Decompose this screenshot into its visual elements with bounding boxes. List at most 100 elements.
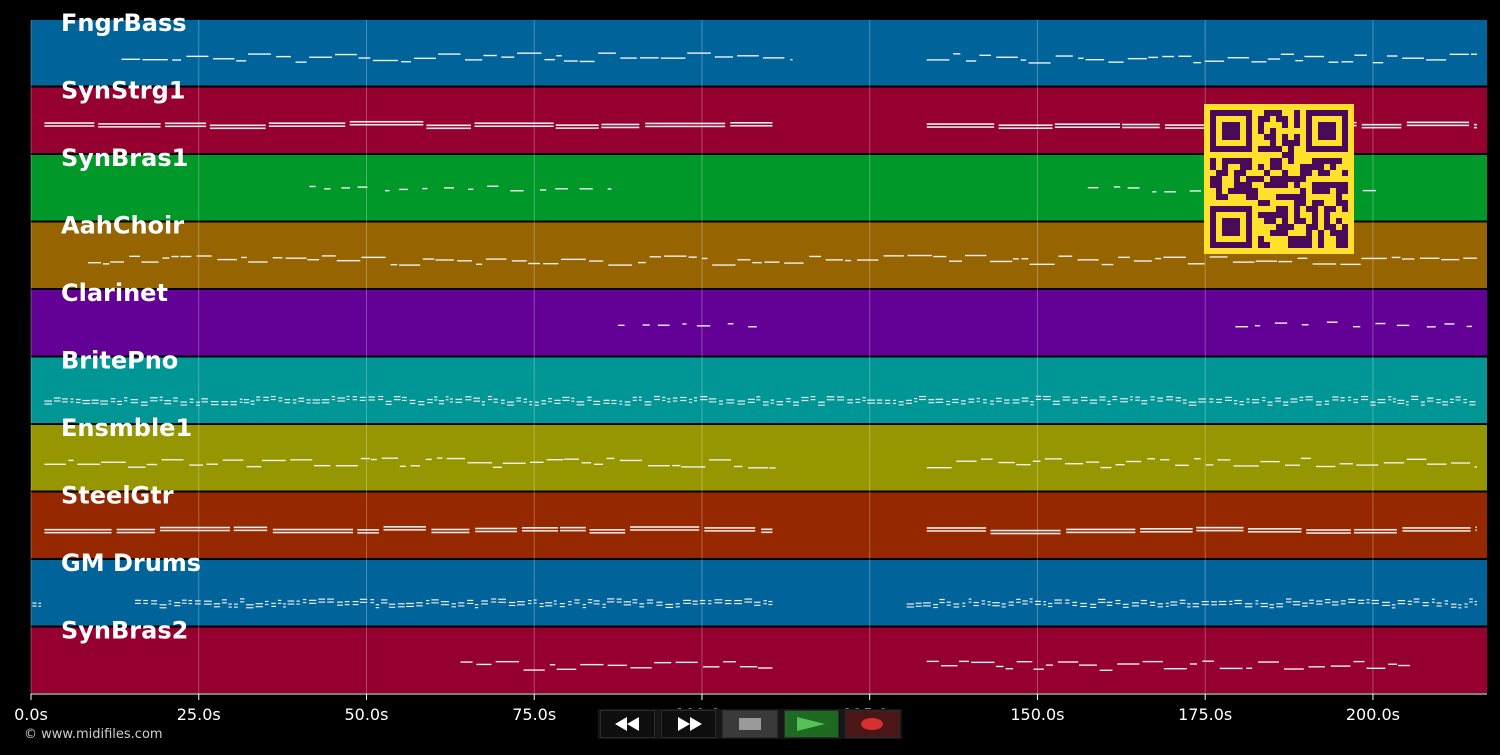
note [1247,531,1302,533]
note [500,399,505,401]
note [331,395,336,398]
note [1235,326,1249,328]
note [465,396,472,398]
note [768,603,773,606]
note [150,400,158,402]
note [1427,400,1434,402]
note [611,399,617,402]
note [1055,55,1073,57]
note [744,601,753,603]
note [1377,402,1386,404]
note [876,402,883,404]
note [221,602,227,604]
note [1431,601,1435,603]
note [1141,403,1148,405]
note [203,600,212,602]
note [313,464,331,467]
note [737,403,746,405]
note [1413,598,1420,600]
note [548,401,552,403]
note [1407,600,1412,602]
track-lane [31,560,1487,626]
note [915,605,922,607]
note [632,602,638,604]
note [141,261,159,263]
note [1398,664,1410,667]
note [693,400,698,402]
note [723,661,736,663]
note [608,264,633,266]
note [549,664,556,666]
note [44,122,95,124]
note [1406,124,1470,127]
note [693,397,698,399]
note [618,324,625,327]
note [662,396,666,399]
note [359,396,366,398]
note [377,398,384,401]
note [553,600,557,602]
note [718,403,723,405]
fast-forward-button[interactable] [661,710,717,738]
note [476,263,483,265]
note [1361,398,1369,401]
note [587,399,592,401]
note [1045,664,1054,666]
note [337,400,346,402]
note [730,124,773,127]
note [1218,600,1227,603]
note [561,258,586,261]
note [1054,123,1121,125]
note [271,605,276,607]
note [630,667,652,669]
note [467,599,474,602]
note [1347,396,1352,398]
note [1135,396,1140,398]
note [1029,263,1055,266]
note [455,398,463,400]
note [1475,529,1477,532]
note [1302,602,1308,604]
note [763,603,767,605]
note [1120,398,1128,400]
note [1353,398,1358,401]
note [263,396,269,398]
stop-icon [739,718,761,730]
note [1107,403,1111,405]
note [1354,531,1397,534]
note [256,396,261,398]
stop-button[interactable] [722,710,778,738]
note [546,459,564,461]
note [724,599,732,602]
play-button[interactable] [783,710,839,738]
note [375,607,380,609]
note [611,402,617,405]
note [1407,603,1412,605]
note [1189,663,1198,665]
note [481,401,485,403]
note [102,263,110,265]
note [619,400,623,402]
note [467,462,493,464]
note [981,603,986,605]
track-lane [31,290,1487,356]
note [593,603,600,605]
track-lane [31,357,1487,423]
note [1022,600,1028,602]
track-name: SteelGtr [61,482,174,510]
note [855,401,861,403]
note [1164,124,1243,126]
note [1353,660,1365,663]
record-button[interactable] [844,710,901,738]
rewind-button[interactable] [600,710,656,738]
note [1054,599,1062,601]
note [1209,401,1214,403]
note [1100,466,1112,469]
note [1020,59,1027,61]
note [662,399,666,402]
note [1016,463,1031,466]
note [672,397,678,399]
note [271,602,276,604]
note [101,461,126,463]
note [1166,399,1173,401]
